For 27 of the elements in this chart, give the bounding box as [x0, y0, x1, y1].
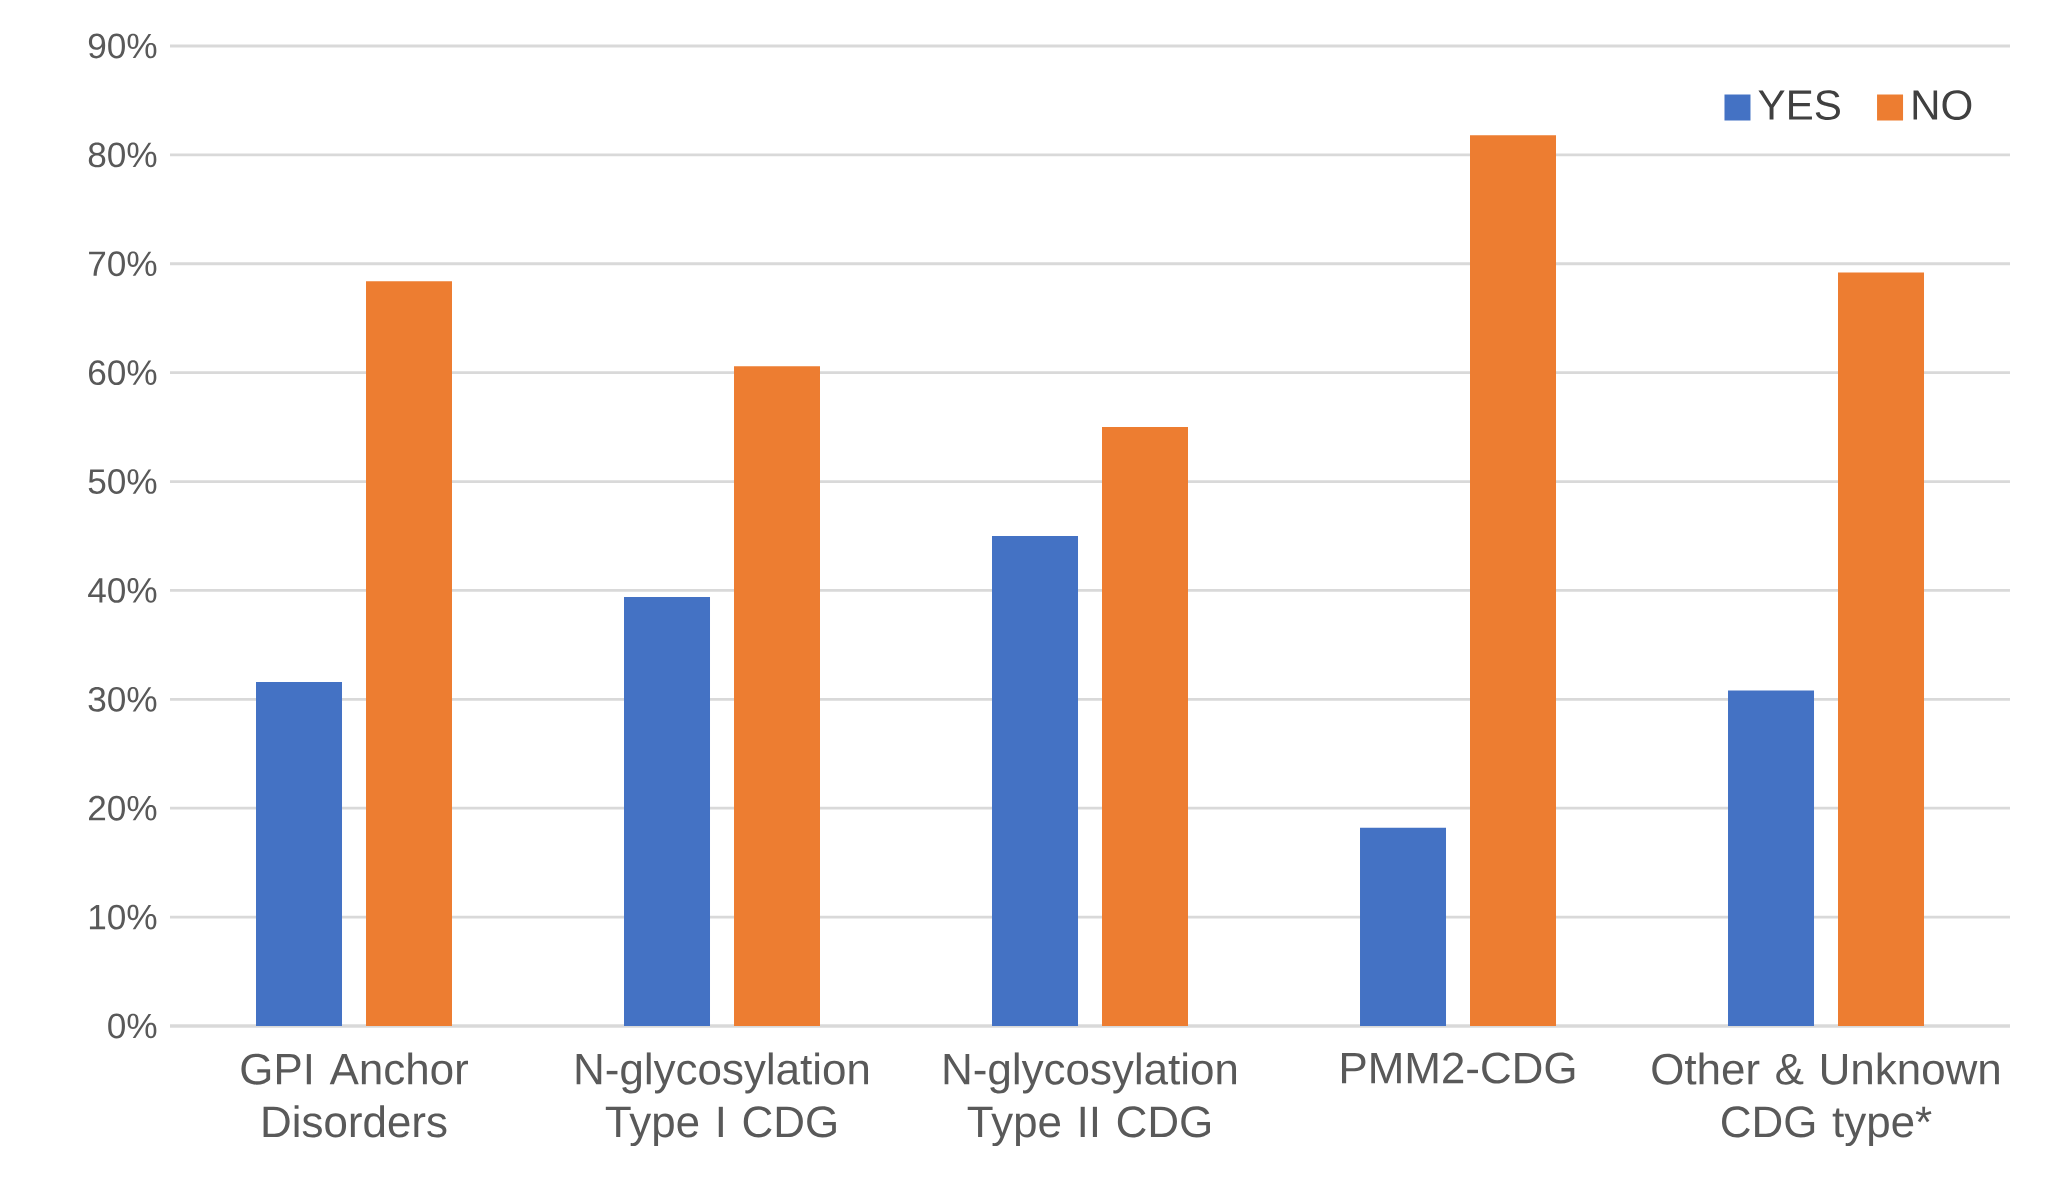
y-tick-label: 80%: [88, 142, 157, 168]
bar: [366, 281, 452, 1026]
x-tick-label: PMM2-CDG: [1342, 1052, 1575, 1084]
y-tick-label: 0%: [108, 1013, 157, 1039]
x-tick-label: Other & Unknown CDG type*: [1652, 1052, 1999, 1147]
x-tick-label: N-glycosylation Type I CDG: [576, 1052, 869, 1147]
y-tick-label: 40%: [88, 578, 157, 603]
y-tick-label: 50%: [88, 469, 157, 494]
y-tick-label: 90%: [88, 33, 157, 59]
bar: [734, 366, 820, 1026]
bar: [624, 596, 711, 1026]
bar: [1360, 827, 1447, 1026]
y-tick-label: 70%: [89, 251, 157, 277]
bar: [1102, 427, 1188, 1026]
bar: [1728, 690, 1815, 1026]
y-tick-label: 10%: [89, 904, 157, 930]
x-tick-label: N-glycosylation Type II CDG: [944, 1052, 1237, 1147]
legend-label: YES: [1758, 90, 1840, 120]
bar: [256, 681, 342, 1026]
bar: [1470, 135, 1556, 1026]
y-tick-label: 20%: [89, 795, 157, 821]
bar: [1838, 272, 1925, 1026]
x-tick-label: GPI Anchor Disorders: [241, 1052, 469, 1138]
y-tick-label: 30%: [88, 686, 157, 712]
legend-label: NO: [1913, 90, 1972, 120]
y-tick-label: 60%: [89, 360, 157, 386]
bar: [992, 535, 1079, 1026]
